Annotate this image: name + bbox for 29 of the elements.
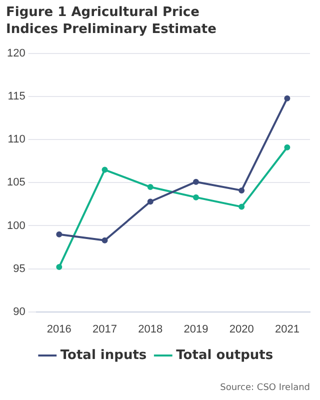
point (147, 198, 154, 205)
x-tick-label: 2019 (184, 323, 208, 336)
legend-label: Total outputs (176, 348, 274, 363)
point (192, 178, 199, 185)
chart-title: Figure 1 Agricultural Price Indices Preliminary Estimate (6, 4, 218, 38)
point (238, 204, 245, 210)
x-tick-label: 2016 (46, 323, 72, 336)
y-tick-label: 120 (6, 48, 26, 60)
point (147, 184, 154, 190)
x-tick-label: 2020 (229, 323, 254, 336)
point (56, 264, 62, 270)
y-tick-label: 100 (6, 220, 26, 232)
y-tick-label: 105 (6, 176, 26, 189)
source-note: Source: CSO Ireland (220, 383, 310, 393)
y-tick-label: 115 (8, 90, 26, 103)
point (102, 237, 108, 244)
x-tick-label: 2021 (274, 323, 300, 336)
legend-label: Total inputs (60, 348, 147, 363)
point (192, 194, 199, 200)
x-tick-label: 2018 (138, 323, 163, 336)
point (284, 144, 290, 150)
y-tick-label: 90 (13, 306, 26, 318)
point (284, 95, 290, 102)
x-tick-label: 2017 (92, 323, 118, 336)
point (102, 166, 108, 173)
point (56, 231, 62, 238)
point (238, 187, 245, 194)
y-tick-label: 110 (8, 134, 26, 146)
y-tick-label: 95 (13, 262, 26, 275)
